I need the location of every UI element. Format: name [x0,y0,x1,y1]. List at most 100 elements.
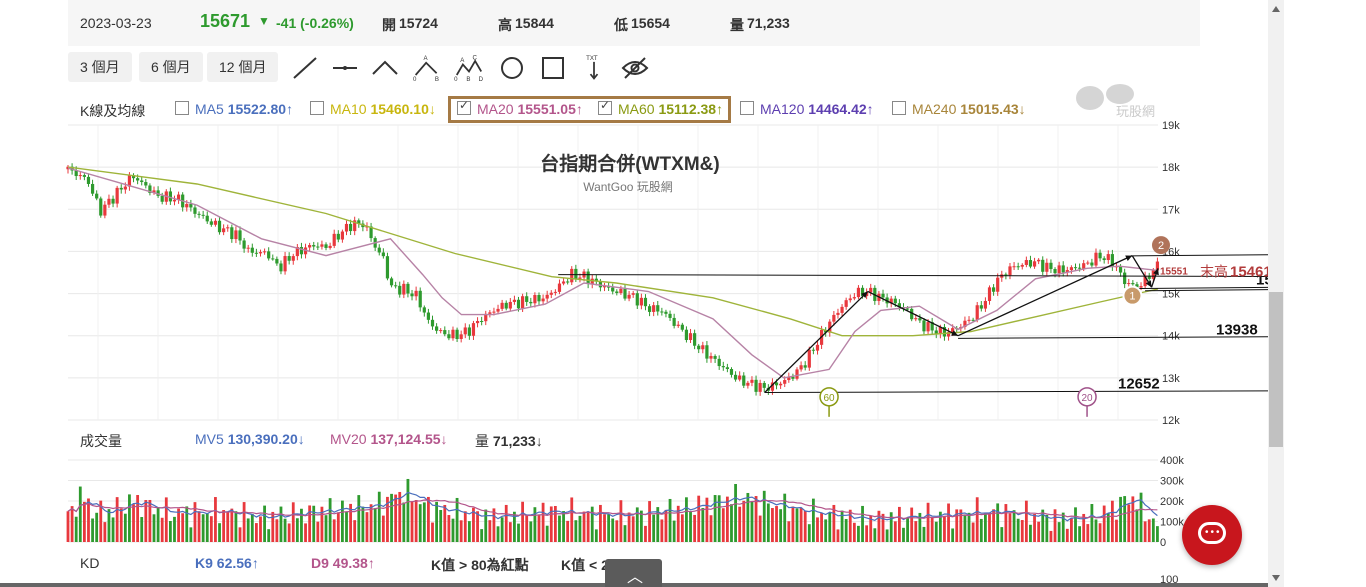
volume-bar [959,509,963,542]
candle [971,317,975,322]
ma-checkbox-ma120[interactable] [740,101,754,115]
trend-line-icon[interactable] [290,54,320,82]
candle-body [971,319,975,321]
rectangle-icon[interactable] [538,54,568,82]
ma-checkbox-ma5[interactable] [175,101,189,115]
candle-body [66,166,70,170]
chart-subtitle: WantGoo 玩股網 [583,180,673,194]
high-text-label: 末高 [1200,263,1228,279]
candle [144,178,148,189]
candle-body [762,382,766,388]
volume-bar [1053,509,1057,542]
volume-bar [242,502,246,542]
volume-bar [1070,517,1073,542]
candle [983,297,988,312]
volume-bar [181,513,185,542]
candle-body [340,231,345,240]
ma-value: 15112.38↑ [658,101,724,117]
volume-bar [693,514,697,542]
polyline-icon[interactable] [370,54,400,82]
scroll-down-icon[interactable] [1272,575,1280,581]
highlight-box [448,96,731,123]
candle [508,298,512,311]
candle-body [910,308,914,320]
candle-body [594,278,598,282]
candle [406,282,410,298]
candle-body [672,317,676,326]
candle-body [529,301,533,304]
candle-body [1057,265,1061,274]
candle [148,183,152,196]
text-tool-icon[interactable]: TXT [579,54,609,82]
marker-label: 2 [1158,240,1164,252]
candle-body [963,320,967,327]
candle [66,165,70,174]
candle [418,287,422,312]
candle [262,248,267,255]
volume-bar [148,499,152,542]
candle-body [717,358,721,367]
circle-icon[interactable] [497,54,527,82]
candle [250,243,254,257]
volume-bar [246,518,250,542]
volume-bar [660,519,664,542]
candle [803,361,807,371]
collapse-button[interactable]: ︿ [605,559,662,587]
ma-item-ma10[interactable]: MA10 15460.10↓ [310,101,436,117]
candle [930,317,934,335]
chat-support-button[interactable]: ••• [1182,505,1242,565]
ma-checkbox-ma240[interactable] [892,101,906,115]
scroll-up-icon[interactable] [1272,6,1280,12]
ma-checkbox-ma60[interactable] [598,98,612,115]
candle [377,244,381,256]
candle [615,289,619,296]
ma-item-ma120[interactable]: MA120 14464.42↑ [740,101,874,117]
candle-body [733,374,738,380]
price-level-label: 12652 [1118,376,1160,393]
ma-item-ma60[interactable]: MA60 15112.38↑ [598,98,724,117]
candle [242,237,246,253]
candle [226,224,230,232]
range-6m-button[interactable]: 6 個月 [139,52,203,82]
candle-body [967,319,971,321]
volume-bar [877,510,881,542]
volume-bar [1016,518,1020,542]
candle [647,304,652,317]
candle-body [975,305,979,320]
candle [283,251,287,275]
hide-icon[interactable] [620,54,650,82]
candle [635,290,639,309]
volume-label: 量 [730,17,744,33]
candle-body [414,290,418,297]
volume-bar [365,512,369,542]
scrollbar-thumb[interactable] [1269,292,1283,447]
candle [246,244,250,253]
ma-checkbox-ma10[interactable] [310,101,324,115]
candle-body [136,178,140,181]
volume-bar [594,529,598,542]
volume-bar [287,523,291,542]
ma-checkbox-ma20[interactable] [457,98,471,115]
ma-item-ma5[interactable]: MA5 15522.80↑ [175,101,293,117]
horizontal-line-icon[interactable] [330,54,360,82]
candle-body [1008,266,1012,276]
volume-bar [1143,521,1147,542]
candle [549,290,553,299]
candle-body [238,230,242,241]
ma-item-ma20[interactable]: MA20 15551.05↑ [457,98,583,117]
candle-body [938,326,942,335]
volume-bar [283,518,287,542]
candle-body [705,345,709,359]
candle-body [1049,262,1053,270]
candle-body [435,326,439,331]
ma-item-ma240[interactable]: MA240 15015.43↓ [892,101,1026,117]
volume-bar [91,518,94,542]
candle-body [836,312,840,315]
range-3m-button[interactable]: 3 個月 [68,52,132,82]
candle-body [840,306,844,313]
range-12m-button[interactable]: 12 個月 [207,52,279,82]
trend-arrow-line [867,290,959,337]
candle-body [197,213,201,215]
abcd-pattern-icon[interactable]: A C 0 B D [454,54,484,82]
abc-pattern-icon[interactable]: A 0 B [412,54,442,82]
